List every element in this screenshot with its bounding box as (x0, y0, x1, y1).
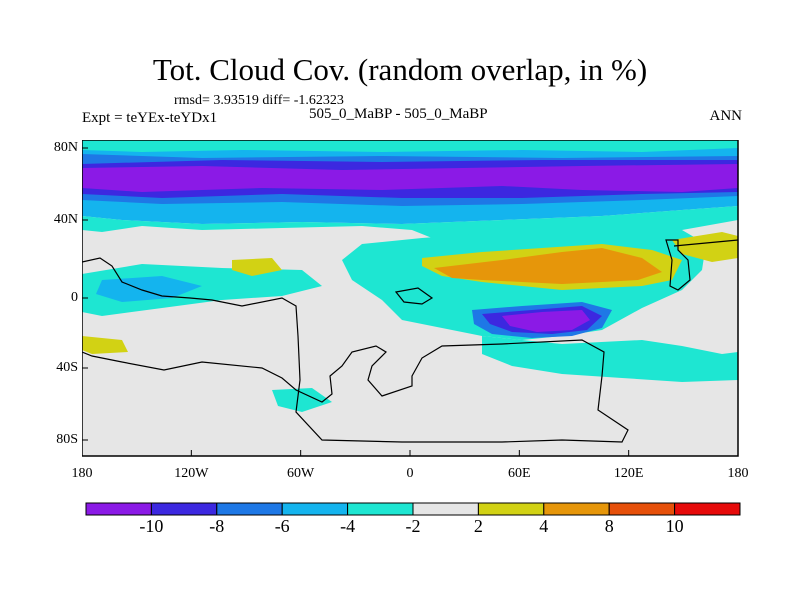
season-label: ANN (709, 108, 743, 124)
colorbar-label: 4 (539, 516, 549, 536)
nh-purple-band (82, 164, 738, 192)
lat-tick-label: 40N (53, 212, 78, 227)
east-pacific-yellow (232, 258, 282, 276)
colorbar-cell (281, 502, 349, 516)
colorbar-cell (150, 502, 218, 516)
colorbar-label: 10 (665, 516, 684, 536)
lat-tick-label: 80N (53, 140, 78, 155)
colorbar-labels: -10 -8 -6 -4 -2 2 4 8 10 (85, 516, 745, 540)
colorbar-label: -4 (340, 516, 356, 536)
colorbar-cell (477, 502, 545, 516)
west-pacific-patch (82, 264, 322, 316)
longitude-ticks (82, 450, 739, 456)
nh-aqua-band (82, 140, 738, 152)
lat-tick-label: 80S (56, 432, 78, 447)
lon-tick-label: 120E (613, 466, 644, 481)
colorbar-cell (543, 502, 610, 516)
lon-tick-label: 60E (508, 466, 531, 481)
colorbar (85, 502, 741, 516)
lat-tick-label: 40S (56, 360, 78, 375)
south-aqua-patch (482, 336, 738, 382)
colorbar-cell (674, 502, 741, 516)
latitude-ticks (82, 147, 88, 441)
lon-tick-label: 180 (71, 466, 93, 481)
pacific-purple-anomaly (502, 310, 590, 332)
stats-text: rmsd= 3.93519 diff= -1.62323 (174, 93, 344, 108)
colorbar-cell (216, 502, 283, 516)
colorbar-label: 8 (604, 516, 614, 536)
lon-tick-label: 180 (727, 466, 749, 481)
colorbar-label: 2 (473, 516, 483, 536)
south-atlantic-patch (272, 388, 332, 412)
plot-title: Tot. Cloud Cov. (random overlap, in %) (152, 52, 648, 87)
colorbar-cell (412, 502, 479, 516)
colorbar-label: -10 (139, 516, 164, 536)
colorbar-label: -2 (405, 516, 421, 536)
eastern-yellow-patch (672, 232, 738, 262)
experiment-label: Expt = teYEx-teYDx1 (82, 110, 218, 126)
colorbar-label: -8 (209, 516, 225, 536)
colorbar-cell (85, 502, 152, 516)
colorbar-cell (347, 502, 414, 516)
continent-outlines (82, 239, 739, 443)
lat-tick-label: 0 (71, 290, 78, 305)
south-yellow-patch (82, 336, 128, 354)
tropical-orange-region (434, 248, 662, 284)
colorbar-cell (608, 502, 676, 516)
comparison-label: 505_0_MaBP - 505_0_MaBP (309, 106, 488, 122)
lon-tick-label: 120W (174, 466, 209, 481)
lon-tick-label: 60W (287, 466, 315, 481)
lon-tick-label: 0 (406, 466, 414, 481)
map-plot (82, 140, 739, 457)
colorbar-label: -6 (274, 516, 290, 536)
